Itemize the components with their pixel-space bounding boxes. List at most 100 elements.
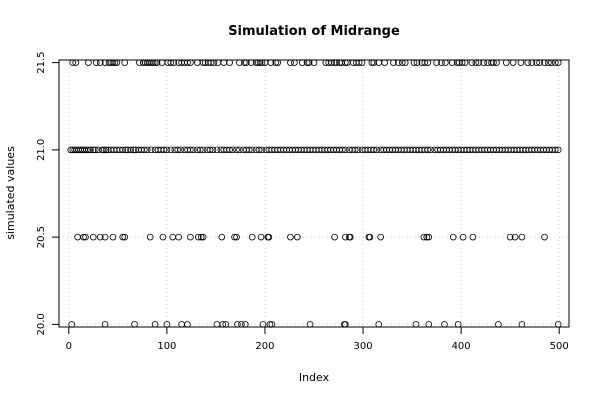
data-point: [130, 146, 137, 154]
data-point: [160, 146, 168, 154]
x-tick-label: 100: [157, 341, 176, 352]
data-point: [121, 233, 129, 241]
data-point: [109, 233, 117, 241]
data-point: [187, 233, 194, 241]
data-point: [495, 321, 502, 328]
data-point: [257, 233, 265, 241]
y-tick-label: 20.0: [36, 313, 47, 335]
data-point: [80, 233, 87, 241]
points-layer: [67, 59, 562, 328]
data-point: [159, 233, 167, 241]
x-tick-label: 500: [550, 341, 569, 352]
data-point: [420, 233, 428, 241]
data-point: [248, 233, 256, 241]
data-point: [518, 233, 526, 241]
data-point: [265, 233, 273, 241]
data-point: [425, 233, 433, 241]
data-point: [469, 233, 477, 241]
data-point: [143, 146, 151, 154]
data-point: [306, 321, 314, 328]
data-point: [366, 233, 374, 241]
data-point: [196, 146, 204, 154]
data-point: [287, 233, 294, 241]
data-point: [209, 146, 217, 154]
x-tick-label: 0: [66, 341, 72, 352]
data-point: [354, 146, 362, 154]
data-point: [187, 146, 194, 154]
data-point: [294, 233, 301, 241]
data-point: [291, 59, 298, 66]
data-point: [102, 146, 110, 154]
data-point: [233, 146, 240, 154]
data-point: [502, 59, 510, 66]
grid-layer: [59, 60, 569, 327]
data-point: [424, 146, 432, 154]
data-point: [236, 146, 243, 154]
data-point: [177, 146, 184, 154]
data-point: [218, 233, 226, 241]
data-point: [147, 146, 155, 154]
data-point: [441, 321, 448, 328]
data-point: [213, 146, 221, 154]
data-point: [119, 146, 127, 154]
data-point: [101, 233, 109, 241]
data-point: [190, 146, 197, 154]
data-point: [517, 59, 525, 66]
data-point: [226, 146, 233, 154]
x-tick-label: 200: [255, 341, 274, 352]
x-tick-label: 400: [452, 341, 471, 352]
data-point: [121, 59, 129, 66]
data-point: [119, 233, 127, 241]
data-point: [373, 146, 381, 154]
data-point: [122, 146, 129, 154]
plot-frame: [58, 59, 570, 328]
data-point: [381, 59, 388, 66]
data-point: [206, 146, 214, 154]
data-point: [423, 233, 431, 241]
data-point: [551, 146, 559, 154]
data-point: [370, 146, 378, 154]
data-point: [87, 146, 94, 154]
data-point: [82, 233, 89, 241]
data-point: [229, 146, 236, 154]
data-point: [506, 233, 514, 241]
data-point: [90, 233, 97, 241]
data-point: [96, 233, 104, 241]
data-point: [131, 321, 138, 328]
data-point: [175, 233, 182, 241]
data-point: [233, 233, 240, 241]
data-point: [554, 321, 562, 328]
data-point: [245, 146, 253, 154]
data-point: [197, 233, 205, 241]
chart-title: Simulation of Midrange: [228, 24, 400, 39]
data-point: [248, 146, 256, 154]
data-point: [169, 233, 177, 241]
data-point: [127, 146, 134, 154]
data-point: [85, 146, 92, 154]
x-axis-label: Index: [299, 371, 330, 384]
x-tick-label: 300: [353, 341, 372, 352]
data-point: [449, 233, 457, 241]
data-point: [90, 146, 97, 154]
data-point: [85, 59, 92, 66]
data-point: [541, 233, 548, 241]
data-point: [91, 146, 99, 154]
data-point: [231, 233, 238, 241]
y-tick-label: 21.5: [36, 51, 47, 73]
data-point: [554, 146, 562, 154]
data-point: [342, 233, 349, 241]
data-point: [339, 146, 346, 154]
y-axis-label: simulated values: [4, 146, 17, 240]
data-point: [459, 233, 467, 241]
data-point: [425, 321, 433, 328]
data-point: [351, 146, 359, 154]
data-point: [375, 321, 383, 328]
data-point: [511, 233, 519, 241]
y-axis: 20.0 20.5 21.0 21.5: [36, 51, 59, 336]
data-point: [255, 146, 263, 154]
data-point: [454, 321, 462, 328]
data-point: [258, 146, 266, 154]
data-point: [427, 146, 435, 154]
x-axis: 0 100 200 300 400 500: [66, 327, 569, 352]
